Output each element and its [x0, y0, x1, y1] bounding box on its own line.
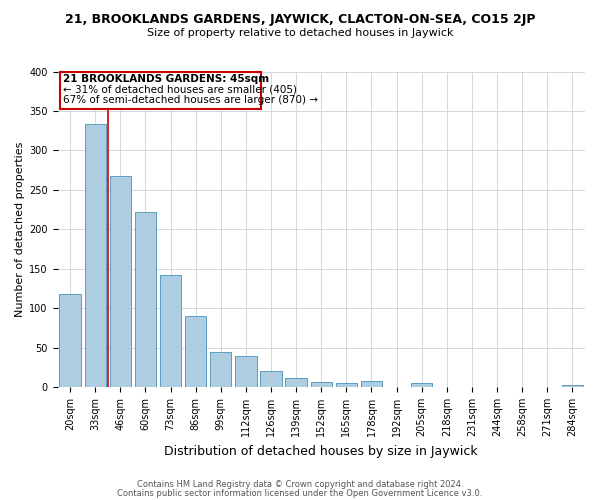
- Bar: [562, 384, 583, 387]
- Bar: [361, 381, 382, 387]
- Text: 21, BROOKLANDS GARDENS, JAYWICK, CLACTON-ON-SEA, CO15 2JP: 21, BROOKLANDS GARDENS, JAYWICK, CLACTON…: [65, 12, 535, 26]
- Bar: [260, 372, 281, 387]
- FancyBboxPatch shape: [60, 72, 261, 110]
- Bar: [235, 356, 257, 387]
- Y-axis label: Number of detached properties: Number of detached properties: [15, 142, 25, 317]
- Bar: [311, 382, 332, 387]
- Text: Size of property relative to detached houses in Jaywick: Size of property relative to detached ho…: [147, 28, 453, 38]
- Bar: [210, 352, 232, 387]
- Bar: [85, 124, 106, 387]
- Bar: [185, 316, 206, 387]
- Bar: [336, 383, 357, 387]
- Bar: [135, 212, 156, 387]
- Text: ← 31% of detached houses are smaller (405): ← 31% of detached houses are smaller (40…: [62, 84, 296, 94]
- Bar: [160, 275, 181, 387]
- Bar: [411, 383, 433, 387]
- Text: Contains public sector information licensed under the Open Government Licence v3: Contains public sector information licen…: [118, 488, 482, 498]
- Bar: [286, 378, 307, 387]
- Bar: [59, 294, 81, 387]
- Bar: [110, 176, 131, 387]
- Text: 21 BROOKLANDS GARDENS: 45sqm: 21 BROOKLANDS GARDENS: 45sqm: [62, 74, 269, 84]
- X-axis label: Distribution of detached houses by size in Jaywick: Distribution of detached houses by size …: [164, 444, 478, 458]
- Text: Contains HM Land Registry data © Crown copyright and database right 2024.: Contains HM Land Registry data © Crown c…: [137, 480, 463, 489]
- Text: 67% of semi-detached houses are larger (870) →: 67% of semi-detached houses are larger (…: [62, 95, 317, 105]
